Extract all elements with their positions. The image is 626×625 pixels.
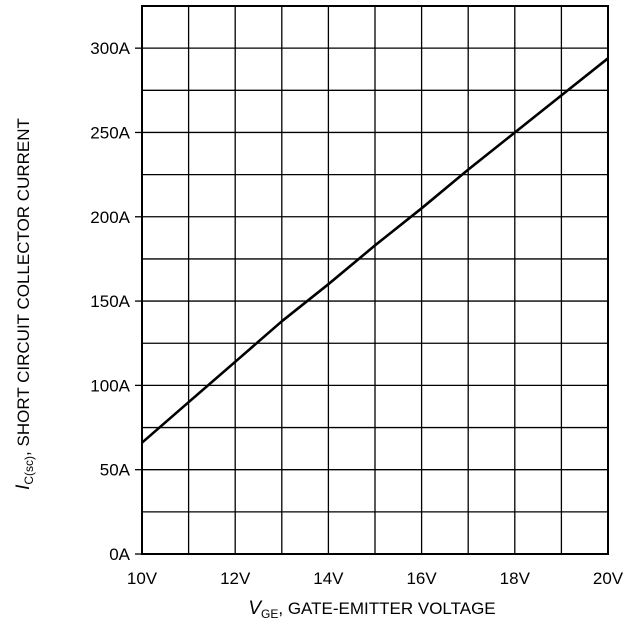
series-layer xyxy=(141,57,609,444)
x-tick-label: 20V xyxy=(593,569,624,588)
y-tick-label: 100A xyxy=(90,376,130,395)
y-tick-label: 150A xyxy=(90,292,130,311)
y-tick-labels: 0A 50A 100A 150A 200A 250A 300A xyxy=(90,39,130,564)
y-axis-label: IC(sc), SHORT CIRCUIT COLLECTOR CURRENT xyxy=(13,118,36,490)
x-axis-subscript: GE xyxy=(261,607,278,621)
x-tick-label: 10V xyxy=(127,569,158,588)
x-axis-text: , GATE-EMITTER VOLTAGE xyxy=(278,599,495,618)
y-tick-label: 200A xyxy=(90,208,130,227)
y-tick-label: 0A xyxy=(109,545,130,564)
x-tick-labels: 10V 12V 14V 16V 18V 20V xyxy=(127,569,624,588)
x-tick-label: 16V xyxy=(406,569,437,588)
x-tick-label: 12V xyxy=(220,569,251,588)
plot-frame-layer xyxy=(135,5,609,555)
x-tick-label: 18V xyxy=(500,569,531,588)
y-tick-label: 50A xyxy=(100,461,131,480)
y-axis-subscript: C(sc) xyxy=(22,456,36,485)
series-line xyxy=(141,57,609,444)
y-tick-label: 300A xyxy=(90,39,130,58)
y-tick-label: 250A xyxy=(90,123,130,142)
plot-frame xyxy=(141,5,609,555)
y-axis-text: , SHORT CIRCUIT COLLECTOR CURRENT xyxy=(14,118,33,456)
grid xyxy=(141,6,609,555)
x-tick-label: 14V xyxy=(313,569,344,588)
x-axis-label: VGE, GATE-EMITTER VOLTAGE xyxy=(248,598,495,621)
x-axis-symbol: V xyxy=(248,598,263,619)
y-axis-symbol: I xyxy=(13,484,34,490)
